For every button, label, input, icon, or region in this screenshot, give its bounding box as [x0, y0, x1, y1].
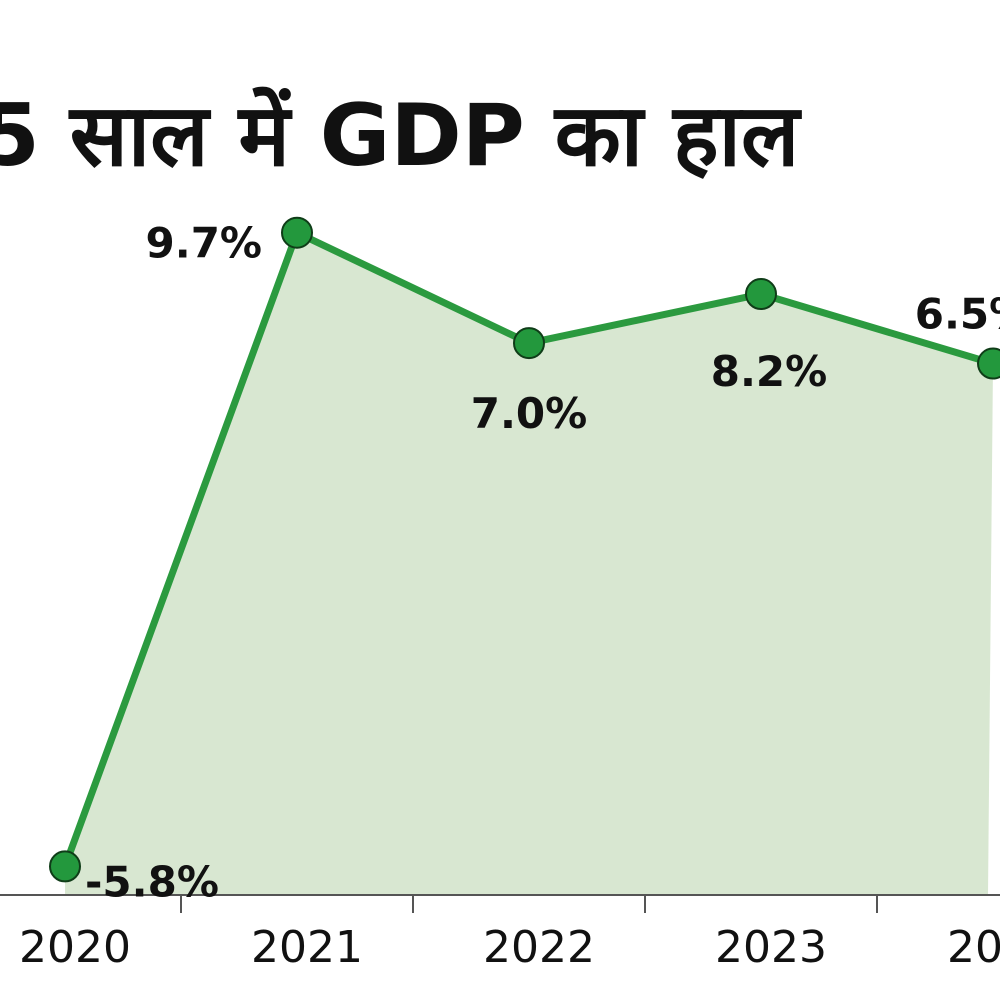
area-fill [65, 232, 993, 896]
x-tick-label-2023: 2023 [715, 922, 827, 973]
x-tick-label-2024: 2024 [947, 922, 1000, 973]
data-label-2024: 6.5% [915, 290, 1000, 339]
x-tick-label-2022: 2022 [483, 922, 595, 973]
plot-area: -5.8% 9.7% 7.0% 8.2% 6.5% 2020 2021 2022 2023 202… [0, 216, 1000, 973]
x-tick-label-2020: 2020 [19, 922, 131, 973]
data-point-2023 [745, 278, 777, 311]
chart-title: 5 साल में GDP का हाल [0, 86, 802, 186]
data-point-2022 [513, 327, 545, 360]
data-label-2020: -5.8% [85, 857, 219, 906]
data-point-2021 [281, 216, 313, 249]
data-label-2023: 8.2% [711, 347, 827, 396]
data-point-2020 [49, 850, 81, 883]
data-label-2022: 7.0% [471, 389, 587, 438]
data-label-2021: 9.7% [146, 219, 262, 268]
data-point-2024 [977, 347, 1000, 380]
x-tick-label-2021: 2021 [251, 922, 363, 973]
